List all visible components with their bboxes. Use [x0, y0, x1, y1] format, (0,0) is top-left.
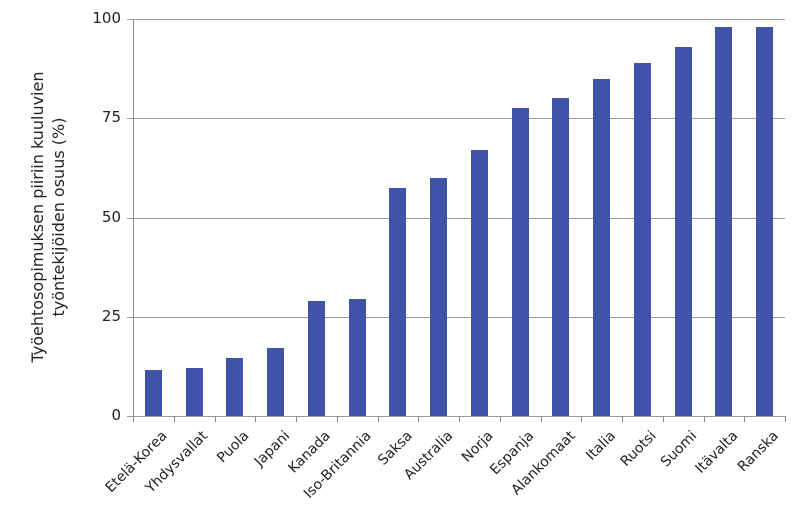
y-tick-label: 50 [101, 208, 121, 226]
x-tick [418, 416, 419, 422]
bar-ranska [756, 27, 773, 416]
x-tick-label: Norja [458, 428, 497, 466]
x-tick [174, 416, 175, 422]
x-tick [744, 416, 745, 422]
x-tick [337, 416, 338, 422]
x-tick [785, 416, 786, 422]
x-tick-label: Itävalta [692, 428, 742, 477]
gridline [127, 317, 785, 318]
x-tick [541, 416, 542, 422]
x-tick [255, 416, 256, 422]
x-tick [500, 416, 501, 422]
x-tick [215, 416, 216, 422]
x-tick [622, 416, 623, 422]
bar-ruotsi [634, 63, 651, 416]
x-tick [663, 416, 664, 422]
y-tick-label: 100 [92, 9, 121, 27]
x-tick-label: Ranska [734, 428, 782, 476]
bar-kanada [308, 301, 325, 416]
x-tick [704, 416, 705, 422]
bar-iso-britannia [349, 299, 366, 416]
bar-japani [267, 348, 284, 416]
gridline [127, 19, 785, 20]
y-tick-label: 25 [101, 307, 121, 325]
x-axis-line [127, 416, 785, 417]
x-tick [133, 416, 134, 422]
bar-puola [226, 358, 243, 416]
bar-yhdysvallat [186, 368, 203, 416]
gridline [127, 118, 785, 119]
bar-espanja [512, 108, 529, 416]
x-tick [581, 416, 582, 422]
y-axis-title: Työehtosopimuksen piiriin kuuluvien työn… [27, 7, 69, 427]
x-tick [296, 416, 297, 422]
bar-norja [471, 150, 488, 416]
bar-etelä-korea [145, 370, 162, 416]
bar-suomi [675, 47, 692, 416]
bar-australia [430, 178, 447, 416]
bar-alankomaat [552, 98, 569, 416]
x-tick-label: Puola [214, 428, 253, 467]
bar-saksa [389, 188, 406, 416]
y-axis-line [133, 19, 134, 417]
x-tick [459, 416, 460, 422]
y-tick-label: 0 [111, 406, 121, 424]
x-tick-label: Italia [583, 428, 619, 464]
gridline [127, 218, 785, 219]
x-tick-label: Ruotsi [617, 428, 660, 470]
bar-italia [593, 79, 610, 416]
y-axis-title-line-2: työntekijöiden osuus (%) [49, 117, 68, 317]
y-axis-title-line-1: Työehtosopimuksen piiriin kuuluvien [28, 71, 47, 363]
x-tick [378, 416, 379, 422]
y-tick-label: 75 [101, 108, 121, 126]
bar-itävalta [715, 27, 732, 416]
